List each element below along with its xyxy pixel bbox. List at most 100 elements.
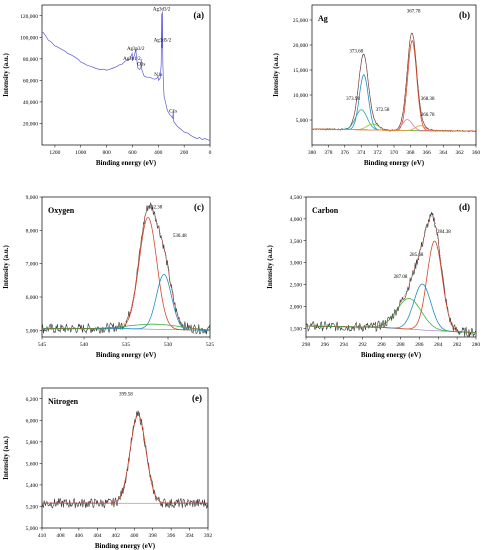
x-tick-label: 394: [185, 533, 194, 539]
plot-content: [42, 410, 208, 510]
panel-label: (c): [194, 202, 204, 212]
panel-a: 1200 1000 800 600 400 200 0 20,000 40,000 60,000 8…: [2, 4, 212, 167]
plot-content: [306, 212, 476, 337]
y-tick-label: 120,000: [20, 14, 38, 20]
peak-annotation: O1s: [137, 62, 145, 67]
raw-spectrum-line: [312, 32, 476, 133]
element-label: Carbon: [312, 206, 339, 215]
peak-annotation: 372.58: [376, 108, 390, 113]
y-tick-label: 3,000: [290, 261, 303, 267]
panel-label: (b): [459, 10, 470, 20]
y-tick-label: 5,000: [26, 526, 39, 532]
y-axis-label: Intensity (a.u.): [272, 52, 280, 96]
y-tick-label: 20,000: [293, 43, 308, 49]
peak-annotation: 284.38: [437, 230, 451, 235]
y-tick-label: 80,000: [23, 57, 38, 63]
x-tick-label: 292: [359, 342, 368, 348]
x-tick-label: 370: [390, 150, 399, 156]
x-axis-label: Binding energy (eV): [96, 159, 157, 167]
x-tick-label: 372: [373, 150, 382, 156]
x-axis-label: Binding energy (eV): [361, 351, 422, 359]
y-tick-label: 40,000: [23, 100, 38, 106]
plot-content: [42, 11, 210, 142]
y-tick-label: 6,000: [26, 418, 39, 424]
x-tick-label: 525: [206, 342, 215, 348]
peak-annotation: Ag3p3/2: [127, 47, 145, 52]
x-tick-label: 376: [341, 150, 350, 156]
plot-frame: [41, 196, 211, 338]
y-tick-label: 5,000: [26, 328, 39, 334]
y-tick-label: 6,000: [26, 295, 39, 301]
peak-annotation: 285.68: [410, 253, 424, 258]
x-tick-label: 402: [112, 533, 121, 539]
x-tick-label: 200: [180, 150, 189, 156]
x-axis-label: Binding energy (eV): [95, 542, 156, 550]
x-tick-label: 282: [453, 342, 462, 348]
y-tick-label: 20,000: [23, 121, 38, 127]
survey-spectrum-line: [42, 11, 210, 142]
peak-annotation: C1s: [169, 110, 177, 115]
x-tick-label: 1000: [75, 150, 86, 156]
fit-component-line: [312, 125, 476, 132]
panel-d: 298 296 294 292 290 288 286 284 282 280 1,500 2,000…: [266, 195, 480, 359]
plot-content: [312, 32, 476, 133]
x-tick-label: 406: [75, 533, 84, 539]
panel-e: 410 408 406 404 402 400 398 396 394 392 5,000 5,200…: [2, 387, 213, 550]
peak-annotation: 532.38: [149, 206, 163, 211]
fit-component-line: [306, 298, 476, 333]
x-tick-label: 378: [324, 150, 333, 156]
x-tick-label: 280: [472, 342, 481, 348]
x-tick-label: 400: [130, 533, 139, 539]
y-axis-label: Intensity (a.u.): [2, 435, 10, 479]
y-tick-label: 5,800: [26, 440, 39, 446]
fit-component-line: [42, 414, 208, 504]
x-tick-label: 398: [149, 533, 158, 539]
y-tick-label: 100,000: [20, 35, 38, 41]
x-tick-label: 288: [396, 342, 405, 348]
peak-annotation: 287.08: [394, 275, 408, 280]
fit-envelope-line: [42, 414, 208, 504]
y-axis-label: Intensity (a.u.): [266, 244, 274, 288]
x-tick-label: 530: [164, 342, 173, 348]
y-tick-label: 5,400: [26, 483, 39, 489]
y-tick-label: 5,200: [26, 504, 39, 510]
y-tick-label: 7,000: [26, 262, 39, 268]
x-tick-label: 368: [406, 150, 415, 156]
x-tick-label: 296: [321, 342, 330, 348]
panel-c: 545 540 535 530 525 5,000 6,000 7,000 8,000 9,000…: [2, 195, 214, 359]
peak-annotation: 399.58: [119, 393, 133, 398]
x-tick-label: 1200: [49, 150, 60, 156]
x-tick-label: 294: [340, 342, 349, 348]
panel-label: (d): [459, 202, 470, 212]
x-tick-label: 374: [357, 150, 366, 156]
x-tick-label: 396: [167, 533, 176, 539]
peak-annotation: Ag3p1/2: [123, 57, 141, 62]
x-tick-label: 360: [472, 150, 481, 156]
y-tick-label: 10,000: [293, 93, 308, 99]
peak-annotation: 530.48: [173, 234, 187, 239]
y-tick-label: 25,000: [293, 18, 308, 24]
y-tick-label: 6,200: [26, 397, 39, 403]
x-tick-label: 540: [80, 342, 89, 348]
x-tick-label: 600: [128, 150, 137, 156]
peak-annotation: 367.78: [407, 10, 421, 15]
x-tick-label: 380: [308, 150, 317, 156]
x-tick-label: 800: [102, 150, 111, 156]
x-tick-label: 290: [377, 342, 386, 348]
x-tick-label: 408: [56, 533, 65, 539]
fit-envelope-line: [312, 32, 476, 132]
peak-annotation: Ag3d5/2: [154, 39, 172, 44]
y-tick-label: 8,000: [26, 228, 39, 234]
panel-label: (a): [194, 10, 205, 20]
fit-component-line: [312, 109, 476, 132]
raw-spectrum-line: [42, 410, 208, 510]
y-tick-label: 1,500: [290, 326, 303, 332]
x-tick-label: 545: [38, 342, 47, 348]
x-tick-label: 392: [204, 533, 213, 539]
y-tick-label: 3,500: [290, 239, 303, 245]
y-tick-label: 9,000: [26, 195, 39, 201]
panel-b: 380 378 376 374 372 370 368 366 364 362 360 5,000 10…: [272, 4, 481, 167]
y-tick-label: 15,000: [293, 68, 308, 74]
x-axis-label: Binding energy (eV): [364, 159, 425, 167]
